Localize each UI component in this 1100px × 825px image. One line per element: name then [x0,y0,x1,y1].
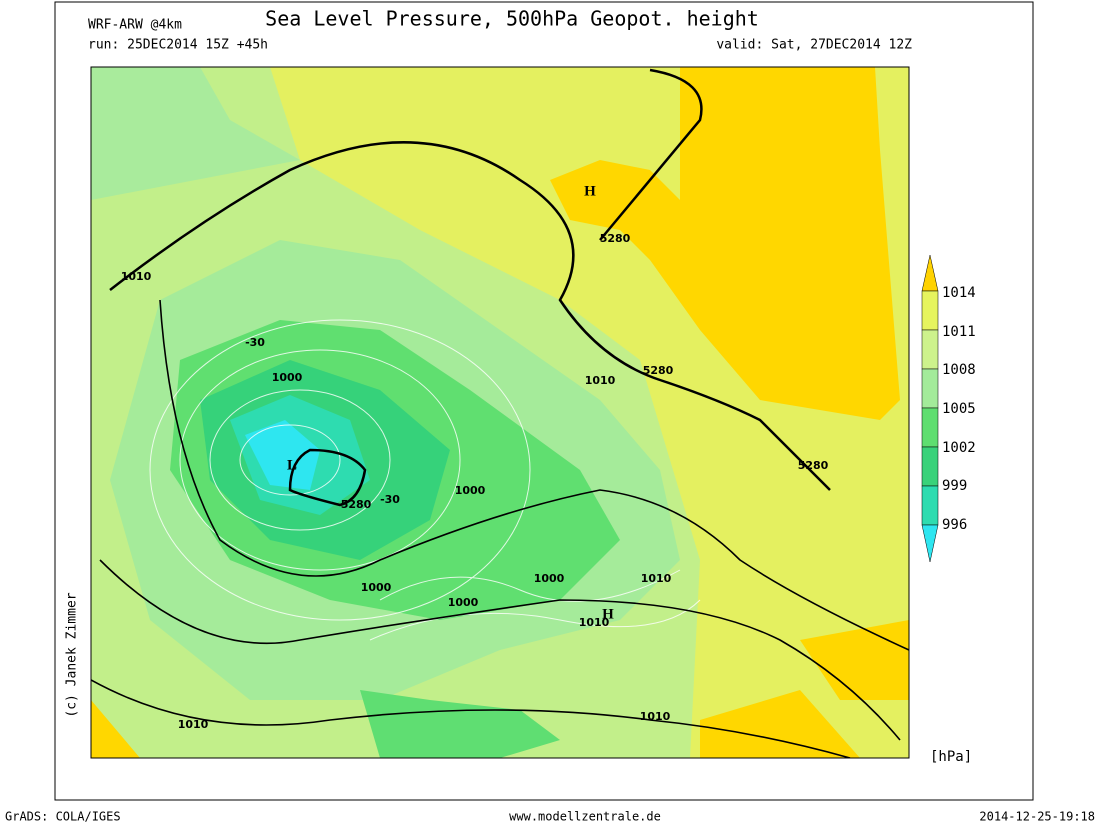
contour-label: 1000 [361,581,392,594]
low-center: L [287,457,297,473]
contour-label: 5280 [643,364,674,377]
contour-label: 1010 [585,374,616,387]
contour-label: -30 [380,493,400,506]
contour-label: 1010 [579,616,610,629]
contour-label: 1010 [178,718,209,731]
contour-label: 1000 [534,572,565,585]
valid: valid: Sat, 27DEC2014 12Z [716,38,912,53]
colorbar-label: 1008 [942,362,976,378]
isobars [149,319,701,641]
region [700,690,860,758]
run: run: 25DEC2014 15Z +45h [88,38,268,53]
height-contours [91,68,909,758]
contour-label: 1000 [455,484,486,497]
contour-label: 1000 [448,596,479,609]
contour-label: 1000 [272,371,303,384]
colorbar-label: 999 [942,478,967,494]
map-border [90,66,910,759]
contour-label: 1010 [641,572,672,585]
colorbar-label: 996 [942,517,967,533]
contour-label: 1010 [640,710,671,723]
region [91,700,140,758]
footer-center: www.modellzentrale.de [509,810,661,824]
colorbar: 1014 1011 1008 1005 1002 999 996 [hPa] [921,254,976,765]
contour-label: 1010 [121,270,152,283]
colorbar-label: 1005 [942,401,976,417]
region [800,620,909,700]
footer-right: 2014-12-25-19:18 [979,810,1095,824]
credit: (c) Janek Zimmer [65,592,80,717]
contour-label: 5280 [600,232,631,245]
contour-label: 5280 [341,498,372,511]
high-center: H [602,606,614,622]
region [245,420,320,490]
unit: [hPa] [930,749,972,765]
colorbar-label: 1014 [942,285,976,301]
model: WRF-ARW @4km [88,18,182,33]
map: 1010 1000 -30 5280 -30 1000 1010 5280 52… [90,66,910,759]
high-center: H [584,183,596,199]
region [91,67,300,200]
region [550,67,900,420]
region [360,690,560,758]
contour-label: -30 [245,336,265,349]
colorbar-label: 1002 [942,440,976,456]
contour-label: 5280 [798,459,829,472]
colorbar-label: 1011 [942,324,976,340]
footer-left: GrADS: COLA/IGES [5,810,121,824]
title: Sea Level Pressure, 500hPa Geopot. heigh… [265,7,759,31]
